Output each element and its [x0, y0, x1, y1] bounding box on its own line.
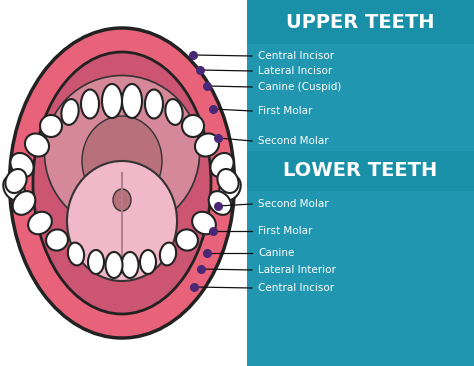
Ellipse shape	[121, 252, 138, 278]
Ellipse shape	[82, 116, 162, 206]
Text: First Molar: First Molar	[258, 106, 312, 116]
Ellipse shape	[145, 90, 163, 119]
Text: Central Incisor: Central Incisor	[258, 51, 334, 61]
Ellipse shape	[81, 90, 99, 119]
Ellipse shape	[192, 212, 216, 234]
Text: Second Molar: Second Molar	[258, 199, 328, 209]
Ellipse shape	[209, 191, 231, 215]
Ellipse shape	[33, 52, 211, 314]
Ellipse shape	[13, 191, 36, 215]
Ellipse shape	[102, 84, 122, 118]
Text: First Molar: First Molar	[258, 226, 312, 236]
Ellipse shape	[40, 115, 62, 137]
Ellipse shape	[3, 176, 25, 201]
Bar	[247, 0, 474, 44]
Ellipse shape	[165, 99, 182, 125]
Ellipse shape	[88, 250, 104, 274]
Text: Canine: Canine	[258, 248, 294, 258]
Bar	[247, 151, 474, 191]
Ellipse shape	[28, 212, 52, 234]
Ellipse shape	[67, 161, 177, 281]
Ellipse shape	[219, 176, 241, 201]
Ellipse shape	[46, 229, 68, 251]
Bar	[247, 0, 474, 366]
Ellipse shape	[210, 153, 234, 177]
Ellipse shape	[68, 243, 84, 265]
Ellipse shape	[113, 189, 131, 211]
Ellipse shape	[176, 229, 198, 251]
Text: UPPER TEETH: UPPER TEETH	[286, 12, 435, 31]
Ellipse shape	[10, 153, 34, 177]
Ellipse shape	[5, 169, 27, 193]
Ellipse shape	[25, 134, 49, 157]
Ellipse shape	[9, 28, 235, 338]
Text: Canine (Cuspid): Canine (Cuspid)	[258, 82, 341, 92]
Ellipse shape	[45, 75, 200, 231]
Ellipse shape	[160, 243, 176, 265]
Text: Central Incisor: Central Incisor	[258, 283, 334, 293]
Ellipse shape	[140, 250, 156, 274]
Ellipse shape	[218, 169, 238, 193]
Text: Lateral Interior: Lateral Interior	[258, 265, 336, 275]
Text: LOWER TEETH: LOWER TEETH	[283, 161, 438, 180]
Text: Lateral Incisor: Lateral Incisor	[258, 66, 332, 76]
Text: Second Molar: Second Molar	[258, 136, 328, 146]
Ellipse shape	[61, 99, 79, 125]
Ellipse shape	[122, 84, 142, 118]
Ellipse shape	[182, 115, 204, 137]
Ellipse shape	[106, 252, 122, 278]
Ellipse shape	[195, 134, 219, 157]
